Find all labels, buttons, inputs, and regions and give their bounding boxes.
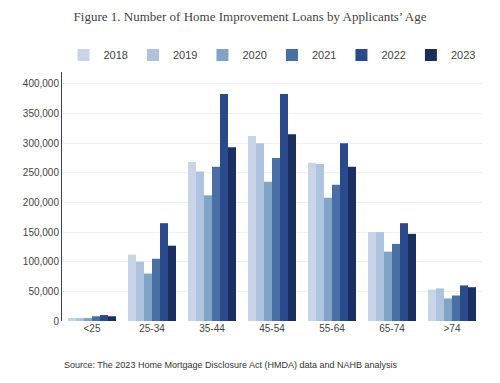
svg-text:35-44: 35-44 [199,323,225,334]
svg-text:Source: The 2023 Home Mortgage: Source: The 2023 Home Mortgage Disclosur… [64,360,397,370]
svg-text:>74: >74 [444,323,461,334]
svg-text:55-64: 55-64 [319,323,345,334]
svg-text:2018: 2018 [104,49,128,61]
svg-text:250,000: 250,000 [23,167,60,178]
svg-text:Figure 1. Number of Home Impro: Figure 1. Number of Home Improvement Loa… [74,9,427,24]
svg-text:2022: 2022 [381,49,405,61]
svg-text:0: 0 [53,316,59,327]
svg-text:65-74: 65-74 [379,323,405,334]
svg-text:150,000: 150,000 [23,227,60,238]
svg-text:2021: 2021 [312,49,336,61]
svg-text:25-34: 25-34 [139,323,165,334]
svg-text:200,000: 200,000 [23,197,60,208]
svg-text:350,000: 350,000 [23,108,60,119]
svg-text:300,000: 300,000 [23,138,60,149]
svg-text:<25: <25 [84,323,101,334]
svg-text:2023: 2023 [451,49,475,61]
svg-text:2020: 2020 [242,49,266,61]
svg-text:45-54: 45-54 [259,323,285,334]
svg-text:50,000: 50,000 [28,286,59,297]
svg-text:2019: 2019 [173,49,197,61]
svg-text:100,000: 100,000 [23,256,60,267]
svg-text:400,000: 400,000 [23,78,60,89]
